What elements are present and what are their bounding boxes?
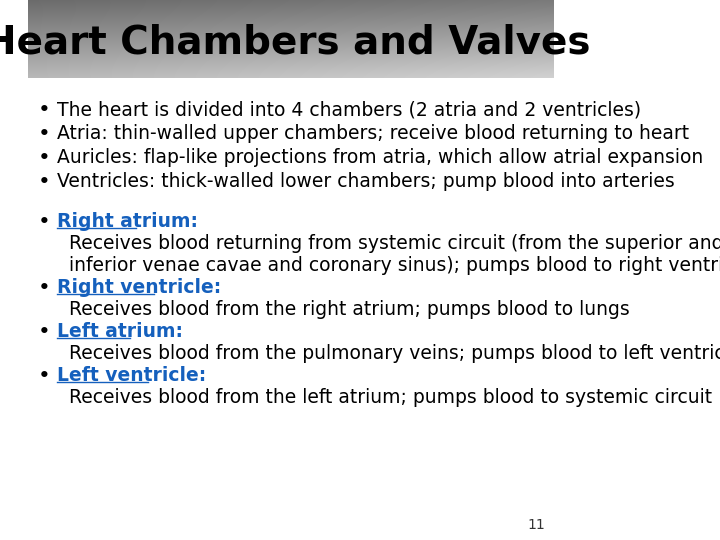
Text: Auricles: flap-like projections from atria, which allow atrial expansion: Auricles: flap-like projections from atr… (58, 148, 703, 167)
Text: •: • (38, 148, 50, 168)
Text: Receives blood from the right atrium; pumps blood to lungs: Receives blood from the right atrium; pu… (69, 300, 630, 319)
Text: •: • (38, 172, 50, 192)
Text: •: • (38, 124, 50, 144)
Text: Heart Chambers and Valves: Heart Chambers and Valves (0, 23, 590, 61)
Text: Atria: thin-walled upper chambers; receive blood returning to heart: Atria: thin-walled upper chambers; recei… (58, 124, 690, 143)
Text: Receives blood returning from systemic circuit (from the superior and: Receives blood returning from systemic c… (69, 234, 720, 253)
Text: Right ventricle:: Right ventricle: (58, 278, 222, 297)
Text: Left atrium:: Left atrium: (58, 322, 184, 341)
Text: •: • (38, 322, 50, 342)
Text: •: • (38, 278, 50, 298)
Text: •: • (38, 100, 50, 120)
Text: •: • (38, 212, 50, 232)
Text: 11: 11 (527, 518, 545, 532)
Text: Ventricles: thick-walled lower chambers; pump blood into arteries: Ventricles: thick-walled lower chambers;… (58, 172, 675, 191)
Text: Receives blood from the pulmonary veins; pumps blood to left ventricle: Receives blood from the pulmonary veins;… (69, 344, 720, 363)
Text: Left ventricle:: Left ventricle: (58, 366, 207, 385)
Text: inferior venae cavae and coronary sinus); pumps blood to right ventricle: inferior venae cavae and coronary sinus)… (69, 256, 720, 275)
Text: •: • (38, 366, 50, 386)
Text: Receives blood from the left atrium; pumps blood to systemic circuit: Receives blood from the left atrium; pum… (69, 388, 712, 407)
Text: The heart is divided into 4 chambers (2 atria and 2 ventricles): The heart is divided into 4 chambers (2 … (58, 100, 642, 119)
Text: Right atrium:: Right atrium: (58, 212, 198, 231)
